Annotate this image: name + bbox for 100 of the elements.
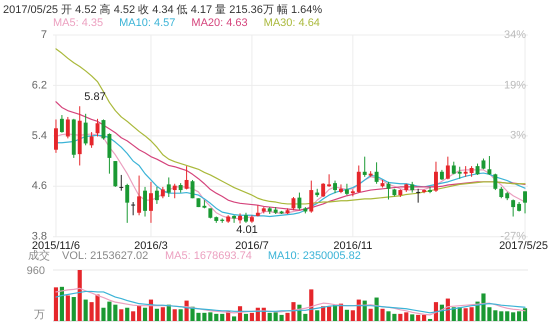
text: 成交 bbox=[28, 249, 50, 262]
candlestick bbox=[90, 132, 94, 148]
bar bbox=[125, 308, 130, 321]
y-tick-label: 4.6 bbox=[32, 180, 47, 192]
bar bbox=[517, 311, 522, 321]
text: MA20: 4.63 bbox=[191, 17, 248, 29]
bar bbox=[250, 312, 254, 321]
bar bbox=[487, 307, 492, 321]
bar bbox=[386, 311, 391, 321]
candlestick bbox=[238, 212, 242, 224]
bar bbox=[481, 293, 486, 321]
bar bbox=[72, 297, 76, 321]
candlestick bbox=[149, 181, 153, 224]
candlestick bbox=[297, 192, 302, 210]
bar bbox=[392, 314, 396, 321]
candlestick bbox=[517, 202, 522, 212]
text: 960 bbox=[26, 265, 45, 277]
text: MA5: 1678693.74 bbox=[165, 250, 252, 262]
text: MA5: 4.35 bbox=[53, 17, 104, 29]
bar bbox=[244, 314, 248, 321]
bar bbox=[107, 302, 112, 321]
text: MA10: 4.57 bbox=[119, 17, 176, 29]
candlestick bbox=[523, 190, 527, 214]
candlestick bbox=[172, 183, 177, 199]
candlestick bbox=[84, 113, 88, 146]
bar bbox=[315, 310, 320, 321]
candlestick bbox=[160, 186, 165, 199]
y2-tick-label: 3% bbox=[510, 130, 526, 142]
y2-tick-label: 34% bbox=[504, 28, 526, 41]
bar bbox=[172, 309, 177, 321]
candlestick bbox=[178, 182, 183, 194]
bar bbox=[90, 302, 94, 321]
x-tick-label: 2017/5/25 bbox=[499, 240, 548, 252]
bar bbox=[119, 309, 124, 321]
candlestick bbox=[440, 169, 444, 180]
bar bbox=[309, 289, 314, 321]
candlestick bbox=[190, 179, 194, 199]
y-tick-label: 3.8 bbox=[32, 230, 47, 243]
bar bbox=[142, 308, 148, 321]
bar bbox=[327, 306, 332, 321]
candlestick bbox=[143, 186, 147, 218]
candlestick bbox=[476, 163, 480, 176]
bar bbox=[416, 314, 420, 321]
bar bbox=[464, 308, 468, 321]
bar bbox=[280, 314, 284, 321]
annotation: 5.87 bbox=[84, 91, 106, 103]
bar bbox=[321, 306, 326, 321]
bar bbox=[137, 306, 142, 321]
bar bbox=[410, 314, 414, 321]
candlestick bbox=[137, 175, 142, 216]
y-tick-label: 6.2 bbox=[32, 79, 47, 92]
candlestick bbox=[60, 114, 64, 134]
bar bbox=[160, 307, 165, 321]
bar bbox=[232, 316, 236, 321]
y-tick-label: 7 bbox=[40, 28, 47, 41]
candlestick bbox=[184, 166, 189, 190]
bar bbox=[95, 294, 100, 321]
bar bbox=[380, 308, 385, 321]
bar bbox=[362, 300, 367, 321]
bar bbox=[368, 308, 373, 321]
candlestick bbox=[333, 180, 337, 194]
x-tick-label: 2016/3 bbox=[134, 240, 168, 252]
bar bbox=[131, 311, 136, 321]
candlestick bbox=[446, 156, 450, 180]
candlestick bbox=[244, 212, 248, 224]
candlestick bbox=[511, 199, 516, 218]
candlestick bbox=[470, 166, 474, 178]
bar bbox=[84, 300, 88, 321]
bar bbox=[78, 270, 82, 321]
bar bbox=[196, 312, 201, 321]
bar bbox=[422, 314, 426, 321]
text: VOL: 2153627.02 bbox=[62, 250, 148, 262]
candlestick bbox=[66, 116, 70, 139]
bar bbox=[113, 304, 118, 321]
bar bbox=[101, 308, 106, 321]
bar bbox=[470, 307, 474, 321]
candlestick bbox=[344, 183, 349, 196]
candlestick bbox=[321, 182, 326, 198]
candlestick bbox=[434, 161, 438, 192]
candlestick bbox=[487, 156, 492, 176]
bar bbox=[166, 304, 171, 321]
bar bbox=[66, 296, 70, 321]
candlestick bbox=[102, 118, 106, 140]
x-tick-label: 2016/11 bbox=[333, 240, 372, 252]
bar bbox=[202, 312, 206, 321]
candlestick bbox=[309, 180, 314, 214]
bar bbox=[178, 309, 183, 321]
candlestick bbox=[96, 118, 100, 137]
candlestick bbox=[374, 162, 379, 184]
candlestick bbox=[327, 174, 332, 188]
y2-tick-label: 19% bbox=[504, 79, 526, 92]
bar bbox=[54, 287, 58, 321]
chart-title: 2017/05/25 开 4.52 高 4.52 收 4.34 低 4.17 量 215.36万 幅 1.64% bbox=[3, 3, 322, 16]
candlestick bbox=[292, 196, 296, 211]
candlestick bbox=[131, 202, 136, 216]
y-tick-label: 5.4 bbox=[32, 130, 47, 142]
line-series bbox=[55, 101, 526, 211]
bar bbox=[344, 310, 349, 321]
annotation: 4.01 bbox=[236, 224, 258, 236]
candlestick bbox=[256, 204, 260, 218]
